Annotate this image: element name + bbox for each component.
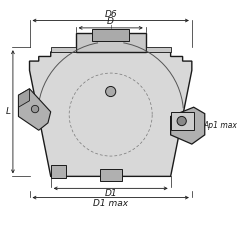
Text: D1: D1 <box>104 189 117 198</box>
Text: D6: D6 <box>104 10 117 19</box>
Text: L: L <box>6 107 11 116</box>
Polygon shape <box>30 52 192 176</box>
Polygon shape <box>76 33 146 52</box>
Text: Ap1 max: Ap1 max <box>204 121 238 130</box>
Polygon shape <box>92 29 129 41</box>
Circle shape <box>177 116 186 126</box>
Circle shape <box>106 86 116 96</box>
Polygon shape <box>100 169 122 181</box>
Polygon shape <box>18 89 30 107</box>
Polygon shape <box>18 89 51 130</box>
Polygon shape <box>51 47 76 52</box>
Polygon shape <box>146 47 171 52</box>
Text: D: D <box>107 17 114 26</box>
Polygon shape <box>171 112 194 130</box>
Text: D1 max: D1 max <box>93 198 128 208</box>
Polygon shape <box>51 165 66 178</box>
Circle shape <box>31 105 39 113</box>
Polygon shape <box>171 107 205 144</box>
